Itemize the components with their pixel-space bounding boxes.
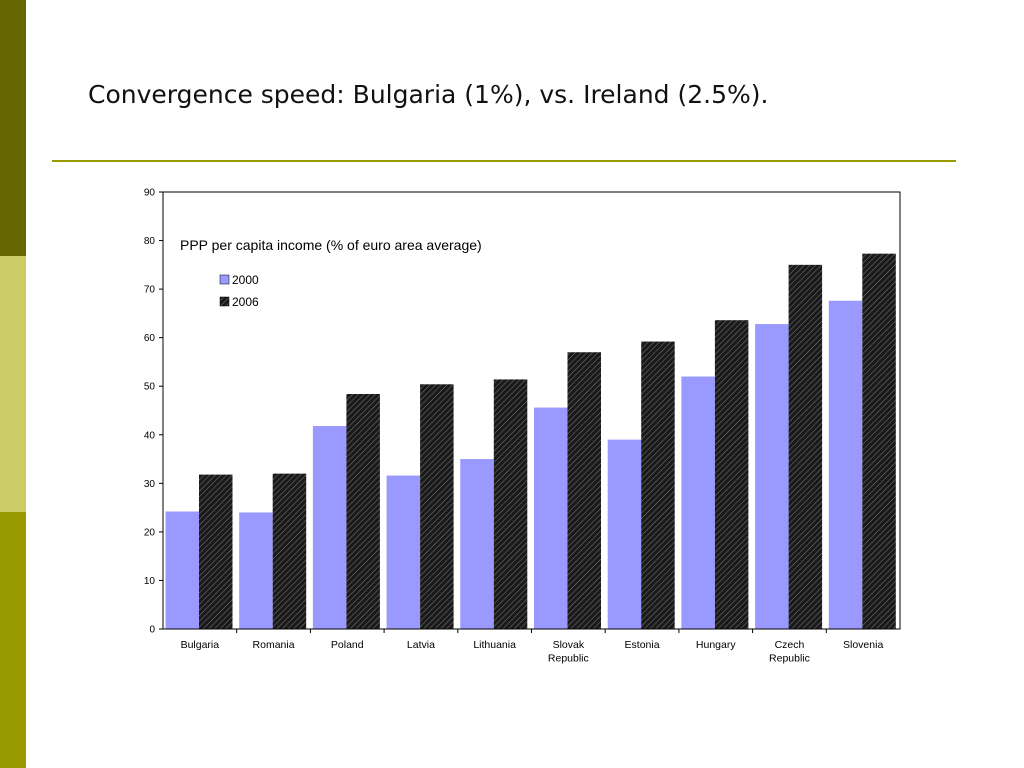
- bar-2006-romania: [272, 473, 307, 629]
- side-bar-top: [0, 0, 26, 256]
- y-tick-label: 70: [144, 285, 156, 296]
- bar-2006-czech-republic: [788, 264, 823, 629]
- side-bar-bottom: [0, 512, 26, 768]
- x-tick-label: Latvia: [407, 639, 435, 651]
- bar-2000-czech-republic: [755, 324, 789, 629]
- bar-2000-estonia: [607, 439, 642, 629]
- bar-2006-bulgaria: [199, 474, 233, 629]
- y-tick-label: 20: [144, 527, 156, 538]
- legend-swatch-2006: [219, 296, 230, 307]
- legend-label-2000: 2000: [232, 273, 259, 287]
- bar-2006-poland: [346, 393, 380, 629]
- x-tick-label: Bulgaria: [181, 639, 220, 651]
- y-tick-label: 0: [149, 625, 155, 636]
- bar-2006-estonia: [641, 341, 675, 629]
- chart-annotation: PPP per capita income (% of euro area av…: [180, 237, 482, 253]
- y-tick-label: 40: [144, 430, 156, 441]
- bar-2006-slovak-republic: [567, 352, 601, 629]
- bar-2006-lithuania: [493, 379, 528, 629]
- bar-2006-hungary: [714, 320, 749, 629]
- x-tick-label: Lithuania: [473, 639, 516, 651]
- y-tick-label: 60: [144, 333, 156, 344]
- legend-swatch-2000: [219, 274, 230, 285]
- bar-2006-latvia: [420, 384, 454, 629]
- bar-2000-slovak-republic: [534, 407, 568, 629]
- bar-2000-poland: [312, 426, 347, 629]
- x-tick-label: Slovak Republic: [548, 639, 589, 665]
- title-divider: [52, 160, 956, 162]
- y-tick-label: 50: [144, 382, 156, 393]
- side-bar-middle: [0, 256, 26, 512]
- legend-label-2006: 2006: [232, 295, 259, 309]
- x-tick-label: Romania: [253, 639, 295, 651]
- y-tick-label: 90: [144, 188, 156, 199]
- bar-2006-slovenia: [862, 253, 896, 629]
- bar-2000-lithuania: [460, 459, 494, 629]
- x-tick-label: Czech Republic: [769, 639, 810, 665]
- x-tick-label: Estonia: [625, 639, 660, 651]
- bar-2000-bulgaria: [165, 511, 199, 629]
- x-tick-label: Slovenia: [843, 639, 883, 651]
- x-tick-label: Poland: [331, 639, 364, 651]
- legend: 2000 2006: [219, 273, 259, 309]
- bar-2000-hungary: [681, 376, 715, 629]
- y-tick-label: 30: [144, 479, 156, 490]
- x-tick-label: Hungary: [696, 639, 736, 651]
- y-tick-label: 80: [144, 236, 156, 247]
- bar-2000-slovenia: [828, 300, 863, 629]
- slide-title: Convergence speed: Bulgaria (1%), vs. Ir…: [88, 80, 769, 109]
- bar-2000-latvia: [386, 475, 421, 629]
- y-tick-label: 10: [144, 576, 156, 587]
- bar-2000-romania: [239, 512, 273, 629]
